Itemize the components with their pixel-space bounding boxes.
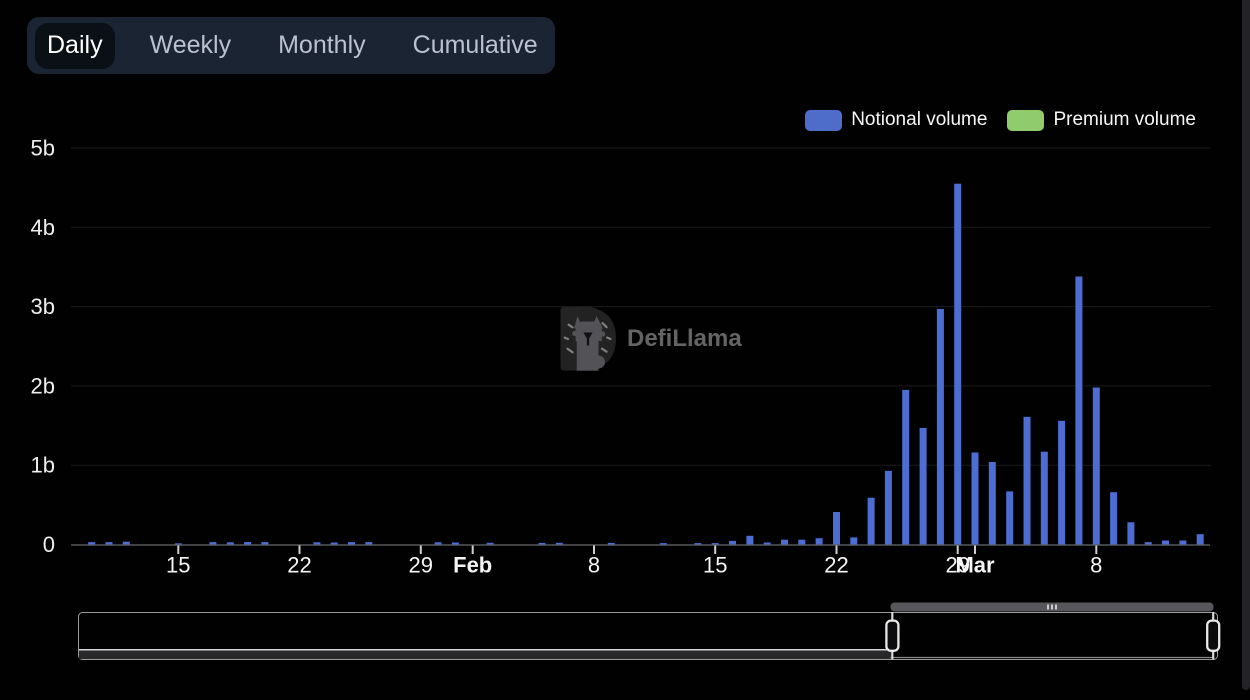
svg-text:2b: 2b (31, 373, 55, 398)
svg-text:4b: 4b (31, 215, 55, 240)
svg-text:3b: 3b (31, 294, 55, 319)
svg-text:29: 29 (409, 553, 433, 578)
svg-text:Feb: Feb (453, 553, 492, 578)
svg-text:22: 22 (287, 553, 311, 578)
svg-text:15: 15 (703, 553, 727, 578)
svg-text:5b: 5b (31, 136, 55, 161)
svg-text:Mar: Mar (955, 553, 995, 578)
svg-text:0: 0 (43, 532, 55, 557)
svg-text:15: 15 (166, 553, 190, 578)
svg-text:8: 8 (1090, 553, 1102, 578)
svg-text:1b: 1b (31, 453, 55, 478)
svg-text:22: 22 (824, 553, 848, 578)
svg-text:29: 29 (945, 553, 969, 578)
svg-text:8: 8 (588, 553, 600, 578)
